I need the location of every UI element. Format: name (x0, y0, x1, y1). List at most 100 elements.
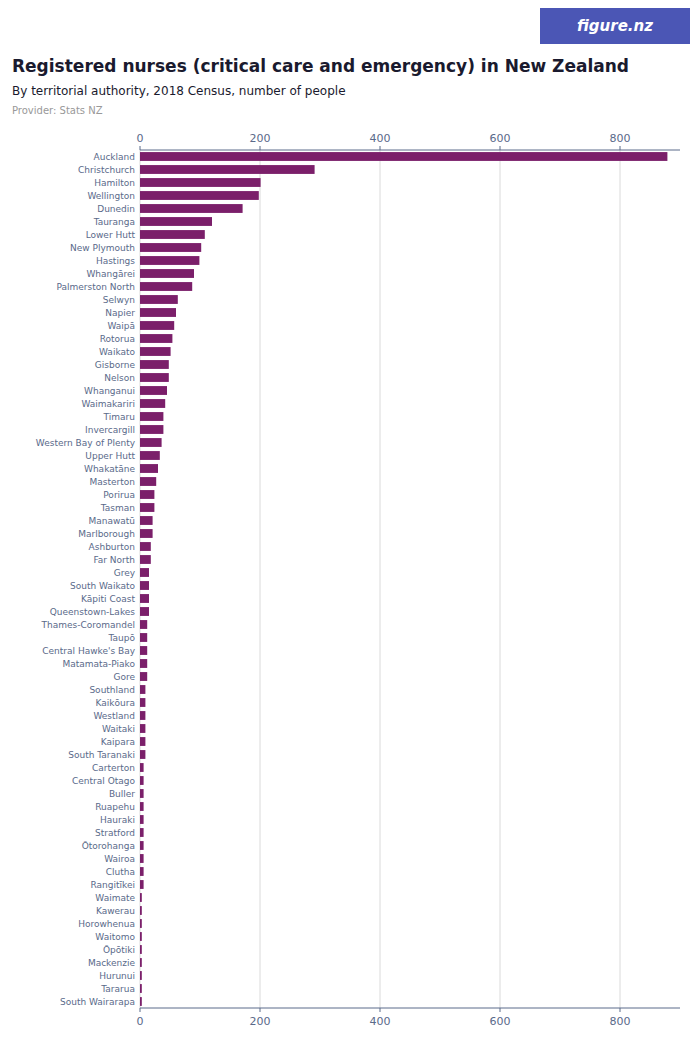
provider: Provider: Stats NZ (12, 105, 103, 116)
category-label: Ruapehu (95, 802, 135, 812)
bar (140, 269, 194, 278)
category-label: Central Hawke's Bay (42, 646, 135, 656)
category-label: Selwyn (103, 295, 135, 305)
tick-label: 400 (370, 132, 391, 145)
category-label: Waitomo (95, 932, 135, 942)
category-label: Wellington (87, 191, 135, 201)
bar (140, 230, 205, 239)
tick-mark (380, 1008, 381, 1012)
bar (140, 256, 199, 265)
category-label: Kaipara (101, 737, 135, 747)
bar (140, 438, 162, 447)
x-axis: 02004006008000200400600800 (137, 132, 681, 1028)
grid-line (140, 150, 141, 1008)
category-label: Auckland (94, 152, 135, 162)
bar (140, 581, 149, 590)
category-label: Whangārei (86, 269, 135, 279)
category-label: Rotorua (100, 334, 135, 344)
category-label: Tararua (100, 984, 135, 994)
subtitle: By territorial authority, 2018 Census, n… (12, 84, 346, 98)
category-label: Waipā (107, 321, 135, 331)
tick-label: 200 (250, 132, 271, 145)
bar (140, 321, 174, 330)
bar (140, 490, 154, 499)
tick-mark (500, 146, 501, 150)
logo-box (540, 8, 690, 44)
category-label: Gore (113, 672, 135, 682)
category-label: Buller (109, 789, 135, 799)
bar (140, 282, 192, 291)
tick-mark (260, 146, 261, 150)
tick-mark (380, 146, 381, 150)
bar (140, 685, 145, 694)
category-label: Porirua (103, 490, 135, 500)
category-label: Kawerau (96, 906, 135, 916)
bar (140, 841, 144, 850)
category-label: Grey (114, 568, 136, 578)
bar (140, 815, 144, 824)
logo: figure.nz (540, 8, 690, 44)
bar (140, 516, 153, 525)
bar (140, 191, 259, 200)
bar (140, 711, 145, 720)
bar (140, 958, 142, 967)
category-label: Ashburton (89, 542, 135, 552)
bar (140, 854, 144, 863)
title: Registered nurses (critical care and eme… (12, 56, 629, 76)
category-label: Kāpiti Coast (81, 594, 136, 604)
bar (140, 555, 151, 564)
grid-line (380, 150, 381, 1008)
bar (140, 464, 158, 473)
category-label: Hastings (96, 256, 135, 266)
category-label: Waikato (99, 347, 135, 357)
bar (140, 243, 201, 252)
tick-label: 400 (370, 1015, 391, 1028)
bar (140, 425, 163, 434)
tick-label: 200 (250, 1015, 271, 1028)
chart: figure.nz Registered nurses (critical car… (0, 0, 700, 1050)
category-label: Whanganui (84, 386, 135, 396)
bar (140, 984, 142, 993)
tick-label: 600 (490, 1015, 511, 1028)
bar (140, 204, 243, 213)
tick-label: 800 (610, 1015, 631, 1028)
bar (140, 750, 145, 759)
tick-mark (260, 1008, 261, 1012)
bar (140, 932, 142, 941)
category-label: Hauraki (100, 815, 135, 825)
bar (140, 646, 147, 655)
category-label: Horowhenua (78, 919, 135, 929)
category-label: Central Otago (72, 776, 135, 786)
bar (140, 737, 145, 746)
category-label: Lower Hutt (86, 230, 136, 240)
category-label: Invercargill (85, 425, 135, 435)
bar (140, 724, 145, 733)
bar (140, 659, 147, 668)
category-label: Tauranga (93, 217, 135, 227)
grid-line (500, 150, 501, 1008)
bars (140, 152, 667, 1006)
category-label: Rangitīkei (91, 880, 135, 890)
category-label: Gisborne (95, 360, 136, 370)
category-label: Upper Hutt (85, 451, 135, 461)
tick-mark (500, 1008, 501, 1012)
category-label: South Waikato (70, 581, 135, 591)
bar (140, 217, 212, 226)
category-label: Palmerston North (56, 282, 135, 292)
tick-mark (140, 146, 141, 150)
category-label: Queenstown-Lakes (50, 607, 136, 617)
bar (140, 334, 172, 343)
category-label: New Plymouth (70, 243, 135, 253)
bar (140, 308, 176, 317)
bar (140, 763, 144, 772)
bar (140, 529, 153, 538)
bar (140, 620, 147, 629)
bar (140, 906, 142, 915)
category-label: Hurunui (99, 971, 135, 981)
bar (140, 386, 167, 395)
category-label: Wairoa (104, 854, 135, 864)
bar (140, 776, 144, 785)
category-labels: AucklandChristchurchHamiltonWellingtonDu… (36, 152, 136, 1007)
bar (140, 451, 160, 460)
bar (140, 880, 144, 889)
